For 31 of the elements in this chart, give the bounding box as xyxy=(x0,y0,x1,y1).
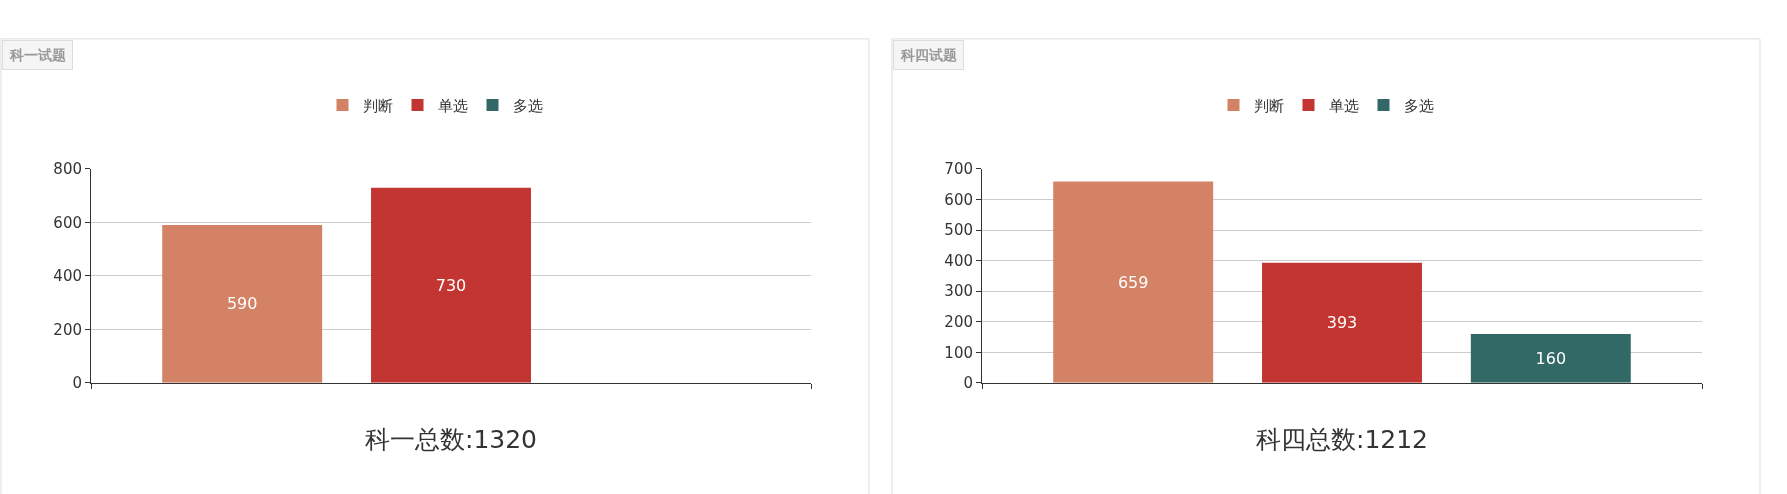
y-tick-label: 100 xyxy=(944,343,973,362)
data-label: 659 xyxy=(1117,272,1149,292)
bar xyxy=(1262,262,1422,383)
legend-label: 单选 xyxy=(1328,96,1359,115)
data-label: 730 xyxy=(435,275,467,295)
legend-label: 判断 xyxy=(1253,96,1284,115)
legend-label: 多选 xyxy=(512,96,543,115)
bar xyxy=(1053,181,1214,383)
y-tick-label: 500 xyxy=(944,221,973,240)
legend-label: 单选 xyxy=(437,96,468,115)
y-tick-label: 400 xyxy=(944,251,973,270)
chart-title: 科四试题 xyxy=(900,47,957,63)
bar xyxy=(1470,333,1631,383)
y-tick-label: 200 xyxy=(53,320,82,339)
y-tick-label: 0 xyxy=(72,374,82,393)
data-label: 590 xyxy=(226,294,258,314)
chart-title: 科一试题 xyxy=(9,47,66,63)
x-axis-title: 科一总数:1320 xyxy=(364,425,538,455)
data-label: 160 xyxy=(1535,348,1567,368)
x-axis-title: 科四总数:1212 xyxy=(1255,425,1429,455)
y-tick-label: 600 xyxy=(944,190,973,209)
y-tick-label: 700 xyxy=(944,160,973,179)
y-tick-label: 0 xyxy=(963,374,973,393)
y-tick-label: 300 xyxy=(944,282,973,301)
y-tick-label: 400 xyxy=(53,267,82,286)
y-tick-label: 200 xyxy=(944,312,973,331)
y-tick-label: 600 xyxy=(53,213,82,232)
data-label: 393 xyxy=(1326,313,1358,333)
legend-label: 多选 xyxy=(1403,96,1434,115)
legend-label: 判断 xyxy=(362,96,393,115)
y-tick-label: 800 xyxy=(53,160,82,179)
